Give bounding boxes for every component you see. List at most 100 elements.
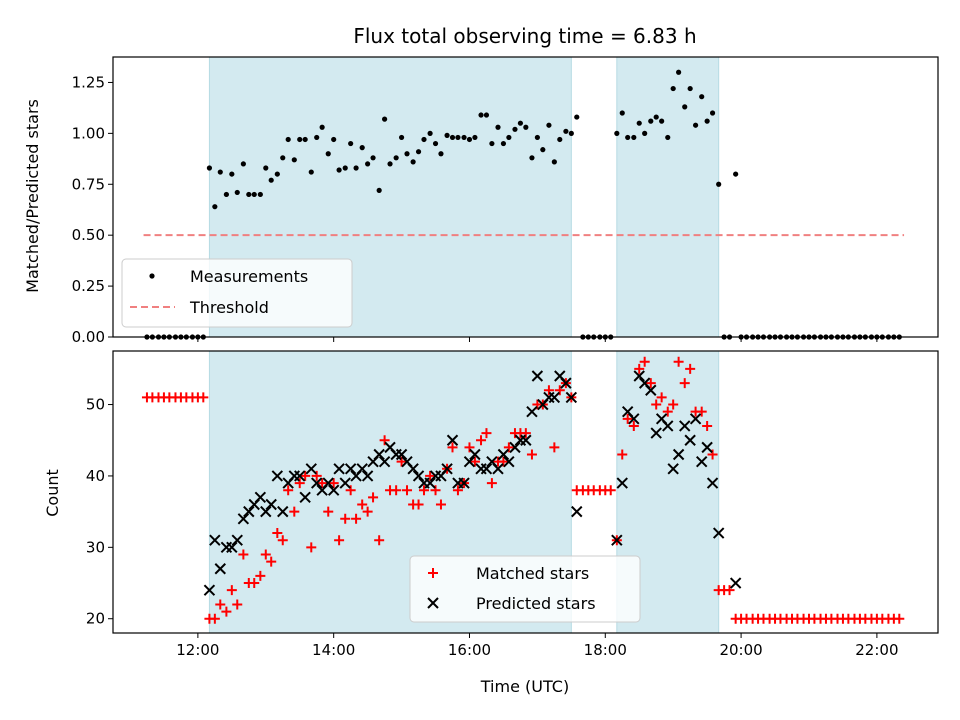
predicted-star-marker [667, 463, 679, 475]
predicted-star-marker [327, 484, 340, 496]
measurement-point [851, 334, 858, 340]
matched-star-marker [634, 363, 645, 374]
predicted-star-marker [441, 463, 453, 475]
measurement-point [365, 161, 371, 167]
predicted-star-marker [480, 463, 493, 475]
measurement-point [370, 155, 376, 161]
measurement-point [438, 151, 444, 157]
measurement-point [574, 114, 580, 120]
predicted-star-marker [214, 563, 226, 575]
measurement-point [794, 334, 801, 340]
measurement-point [183, 334, 189, 340]
predicted-star-marker [305, 463, 317, 475]
measurement-point [665, 134, 671, 141]
predicted-star-marker [344, 463, 357, 475]
measurement-point [755, 334, 761, 340]
top-plot: 0.00 0.25 0.50 0.75 1.00 1.25 Measurements Thre… [72, 56, 939, 346]
matched-star-marker [662, 406, 673, 417]
matched-star-marker [554, 385, 565, 396]
legend-measurements-marker [149, 273, 155, 279]
predicted-star-marker [407, 463, 419, 475]
measurement-point [631, 134, 637, 141]
measurement-point [206, 165, 213, 171]
measurement-point [172, 334, 179, 340]
predicted-star-marker [497, 448, 510, 461]
measurement-point [449, 134, 456, 141]
measurement-point [161, 334, 167, 340]
matched-star-marker [549, 442, 560, 453]
matched-star-marker [696, 406, 707, 417]
x-tick-label: 18:00 [584, 641, 627, 659]
bottom-y-tick-label: 30 [86, 538, 105, 556]
predicted-star-marker [616, 477, 628, 489]
predicted-star-marker [548, 391, 561, 404]
matched-star-marker [435, 499, 446, 510]
top-y-tick-label: 0.75 [72, 175, 105, 193]
measurement-point [297, 136, 303, 143]
matched-star-marker [668, 399, 679, 410]
matched-star-marker [340, 513, 351, 524]
measurement-point [512, 126, 518, 132]
matched-star-marker [702, 420, 713, 431]
matched-star-marker [215, 599, 226, 610]
measurement-point [285, 136, 291, 143]
legend-predicted-marker [427, 597, 439, 609]
measurement-point [614, 130, 620, 136]
measurement-point [489, 140, 495, 147]
predicted-star-marker [650, 427, 662, 439]
matched-star-marker [323, 506, 334, 517]
matched-star-marker [317, 478, 328, 489]
measurement-point [823, 334, 829, 340]
predicted-star-marker [712, 527, 725, 539]
measurement-point [602, 334, 608, 340]
matched-star-marker [368, 492, 379, 503]
predicted-star-marker [684, 434, 696, 446]
matched-star-marker [283, 485, 294, 496]
predicted-star-marker [672, 448, 685, 461]
measurement-point [540, 147, 546, 153]
measurement-point [811, 334, 818, 340]
matched-star-marker [707, 449, 718, 460]
measurement-point [806, 334, 812, 340]
measurement-point [568, 130, 574, 136]
predicted-star-marker [299, 491, 311, 504]
measurement-point [885, 334, 892, 340]
predicted-star-marker [571, 505, 583, 518]
matched-star-marker [334, 535, 345, 546]
matched-star-marker [617, 449, 628, 460]
measurement-point [461, 134, 467, 141]
predicted-star-marker [277, 505, 289, 518]
measurement-point [382, 116, 388, 122]
predicted-star-marker [706, 477, 719, 489]
bottom-y-tick-label: 50 [86, 396, 105, 414]
predicted-star-marker [492, 463, 504, 475]
matched-star-marker [679, 378, 690, 389]
matched-star-marker [266, 556, 277, 567]
predicted-star-marker [531, 370, 544, 382]
predicted-star-marker [679, 420, 691, 432]
matched-star-marker [651, 399, 662, 410]
predicted-star-marker [458, 477, 470, 489]
measurement-point [472, 134, 478, 141]
predicted-star-marker [271, 470, 284, 482]
bottom-plot: 12:00 14:00 16:00 18:00 20:00 22:00 20 30 40 50 Ma… [86, 350, 939, 659]
top-y-tick-label: 0.50 [72, 226, 105, 244]
predicted-star-marker [356, 463, 368, 475]
top-y-tick-label: 1.00 [72, 124, 105, 142]
measurement-point [636, 120, 642, 126]
matched-star-marker [413, 499, 424, 510]
predicted-star-marker [463, 455, 476, 468]
measurement-point [857, 334, 863, 340]
measurement-point [721, 334, 727, 340]
x-tick-label: 22:00 [855, 641, 898, 659]
measurement-point [217, 169, 223, 175]
matched-star-marker [277, 535, 288, 546]
predicted-star-marker [322, 477, 334, 489]
matched-star-marker [656, 392, 667, 403]
predicted-star-marker [520, 434, 532, 446]
matched-star-marker [425, 470, 436, 481]
measurement-point [455, 134, 461, 141]
measurement-point [342, 165, 348, 171]
measurement-point [387, 161, 393, 167]
measurement-point [896, 334, 902, 340]
